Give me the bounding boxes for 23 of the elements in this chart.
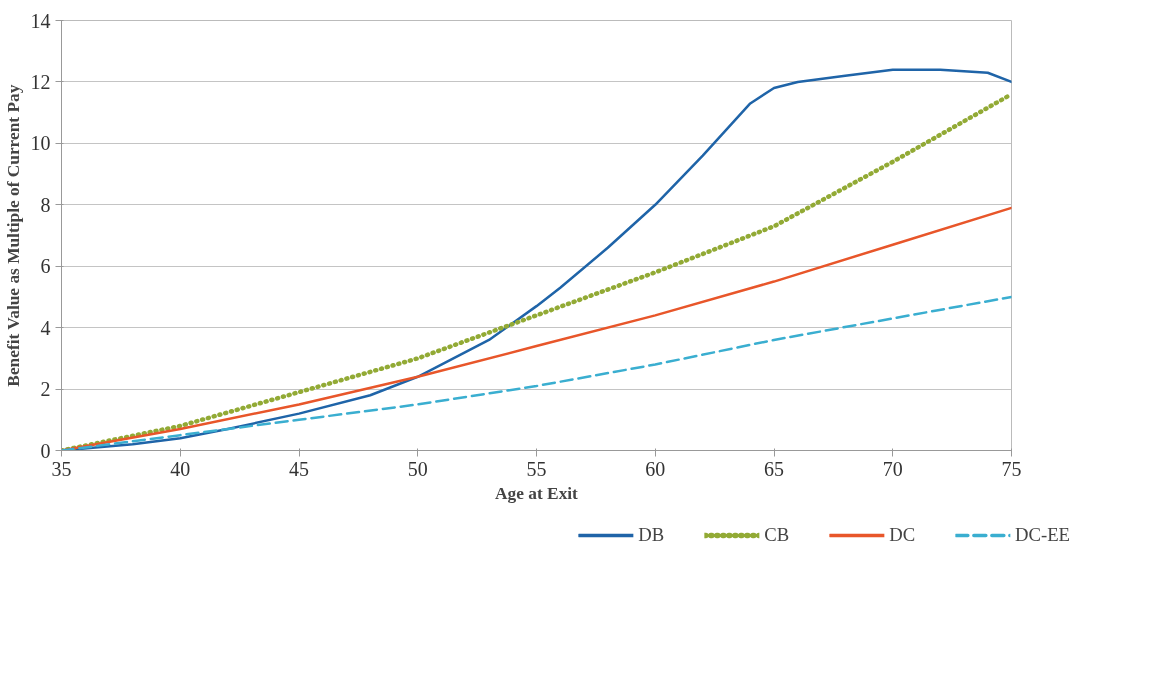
x-tick-label: 65 bbox=[764, 457, 784, 480]
x-tick-label: 40 bbox=[170, 457, 191, 480]
y-tick-label: 8 bbox=[40, 193, 51, 216]
y-tick-label: 0 bbox=[40, 439, 51, 462]
y-tick-label: 14 bbox=[30, 9, 51, 32]
legend-label: DC bbox=[889, 524, 916, 546]
legend-label: DB bbox=[638, 524, 665, 546]
y-tick-label: 4 bbox=[40, 316, 51, 339]
x-tick-label: 50 bbox=[407, 457, 428, 480]
x-tick-label: 35 bbox=[51, 457, 72, 480]
legend-label: DC-EE bbox=[1015, 524, 1070, 546]
y-tick-label: 2 bbox=[40, 378, 51, 401]
y-tick-label: 10 bbox=[30, 132, 51, 155]
x-tick-label: 75 bbox=[1001, 457, 1022, 480]
x-tick-label: 70 bbox=[882, 457, 903, 480]
x-axis-title: Age at Exit bbox=[495, 483, 579, 503]
legend-label: CB bbox=[764, 524, 790, 546]
x-tick-label: 45 bbox=[289, 457, 309, 480]
y-axis-title: Benefit Value as Multiple of Current Pay bbox=[3, 84, 23, 387]
y-tick-label: 6 bbox=[40, 255, 51, 278]
x-tick-label: 55 bbox=[526, 457, 547, 480]
y-tick-label: 12 bbox=[30, 70, 51, 93]
x-tick-label: 60 bbox=[645, 457, 666, 480]
